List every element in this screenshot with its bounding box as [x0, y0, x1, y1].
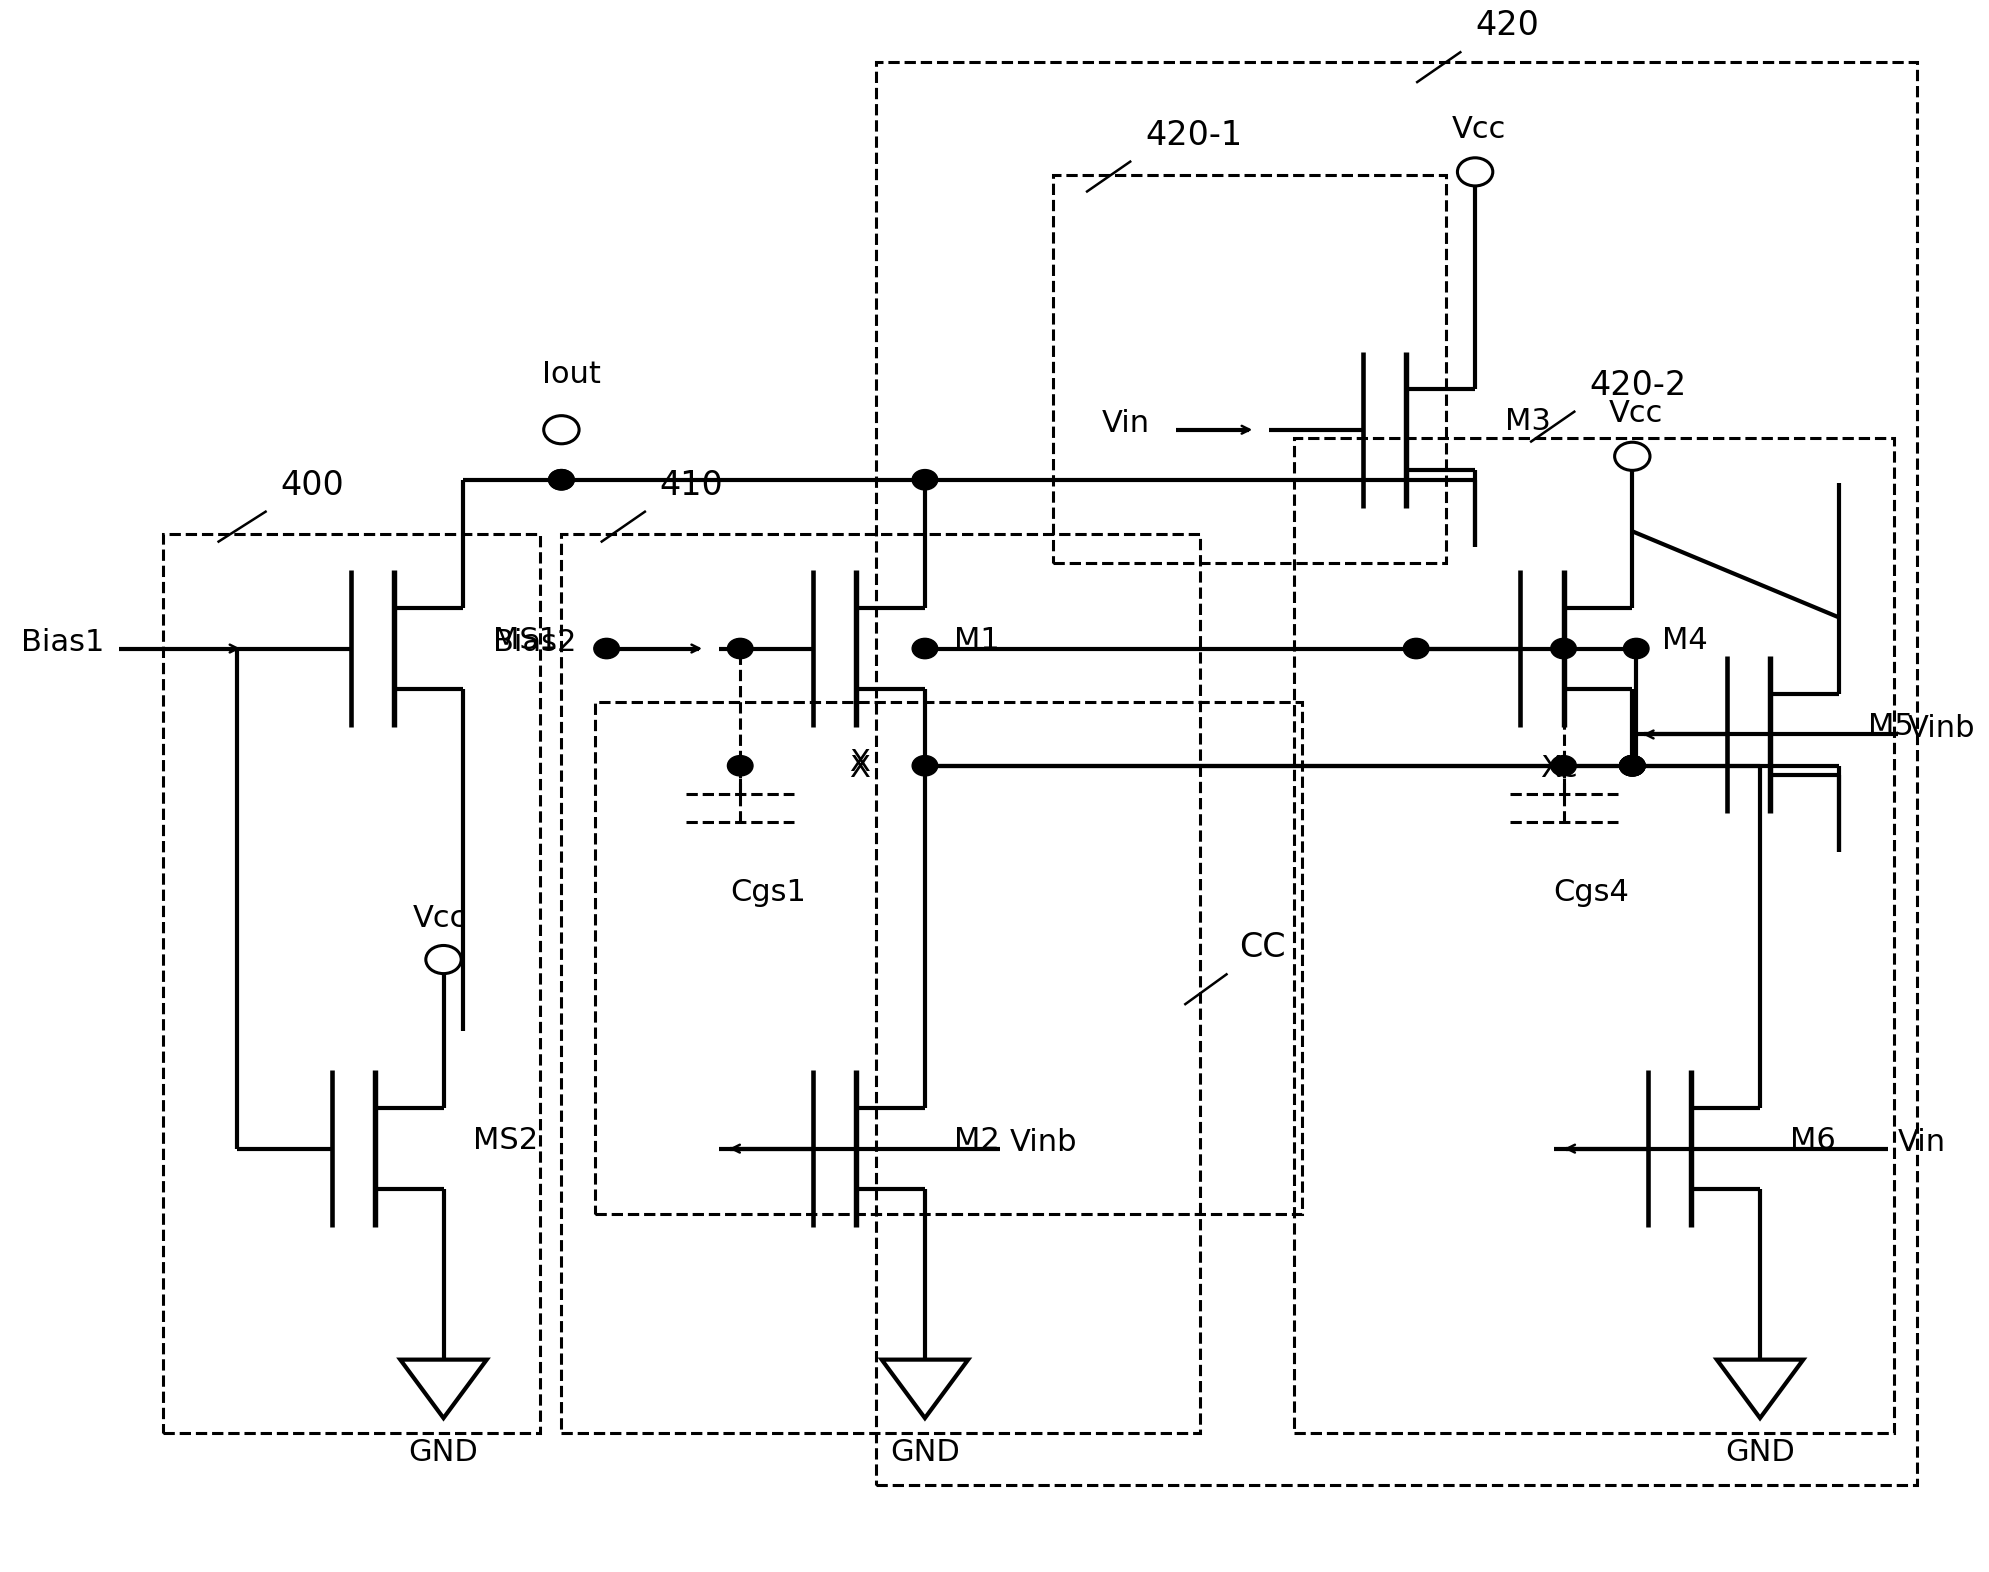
Text: Iout: Iout [541, 360, 601, 390]
Text: GND: GND [408, 1438, 479, 1467]
Text: Vin: Vin [1898, 1127, 1945, 1157]
Text: X: X [849, 755, 869, 783]
Circle shape [1551, 638, 1577, 659]
Text: MS1: MS1 [493, 626, 557, 656]
Text: Vin: Vin [1102, 409, 1150, 439]
Circle shape [913, 470, 937, 490]
Text: M5: M5 [1868, 712, 1913, 740]
Text: 420: 420 [1476, 9, 1539, 42]
Text: 400: 400 [280, 468, 344, 501]
Text: GND: GND [1724, 1438, 1794, 1467]
Circle shape [1619, 756, 1645, 777]
Text: Cgs4: Cgs4 [1553, 879, 1629, 907]
Circle shape [1404, 638, 1428, 659]
Text: Xc: Xc [1539, 755, 1577, 783]
Circle shape [728, 638, 754, 659]
Text: M6: M6 [1790, 1126, 1836, 1155]
Circle shape [1619, 756, 1645, 777]
Text: Bias2: Bias2 [493, 627, 577, 657]
Text: CC: CC [1239, 931, 1285, 964]
Text: MS2: MS2 [473, 1126, 539, 1155]
Text: Bias1: Bias1 [22, 627, 103, 657]
Circle shape [595, 638, 619, 659]
Text: Vinb: Vinb [1907, 714, 1975, 742]
Text: M2: M2 [955, 1126, 1000, 1155]
Circle shape [1619, 756, 1645, 777]
Text: M3: M3 [1504, 407, 1551, 437]
Text: Vinb: Vinb [1008, 1127, 1076, 1157]
Text: Cgs1: Cgs1 [730, 879, 806, 907]
Circle shape [913, 756, 937, 777]
Circle shape [728, 756, 754, 777]
Text: M1: M1 [955, 626, 1000, 656]
Text: 410: 410 [660, 468, 724, 501]
Text: Vcc: Vcc [412, 904, 467, 932]
Text: Vcc: Vcc [1609, 399, 1663, 428]
Circle shape [1623, 638, 1649, 659]
Circle shape [1619, 756, 1645, 777]
Text: 420-1: 420-1 [1146, 118, 1241, 151]
Circle shape [549, 470, 575, 490]
Text: 420-2: 420-2 [1589, 368, 1687, 401]
Circle shape [549, 470, 575, 490]
Text: M4: M4 [1661, 626, 1707, 656]
Text: GND: GND [889, 1438, 961, 1467]
Text: Vcc: Vcc [1452, 115, 1506, 143]
Circle shape [1551, 756, 1577, 777]
Text: X: X [849, 748, 869, 777]
Circle shape [913, 638, 937, 659]
